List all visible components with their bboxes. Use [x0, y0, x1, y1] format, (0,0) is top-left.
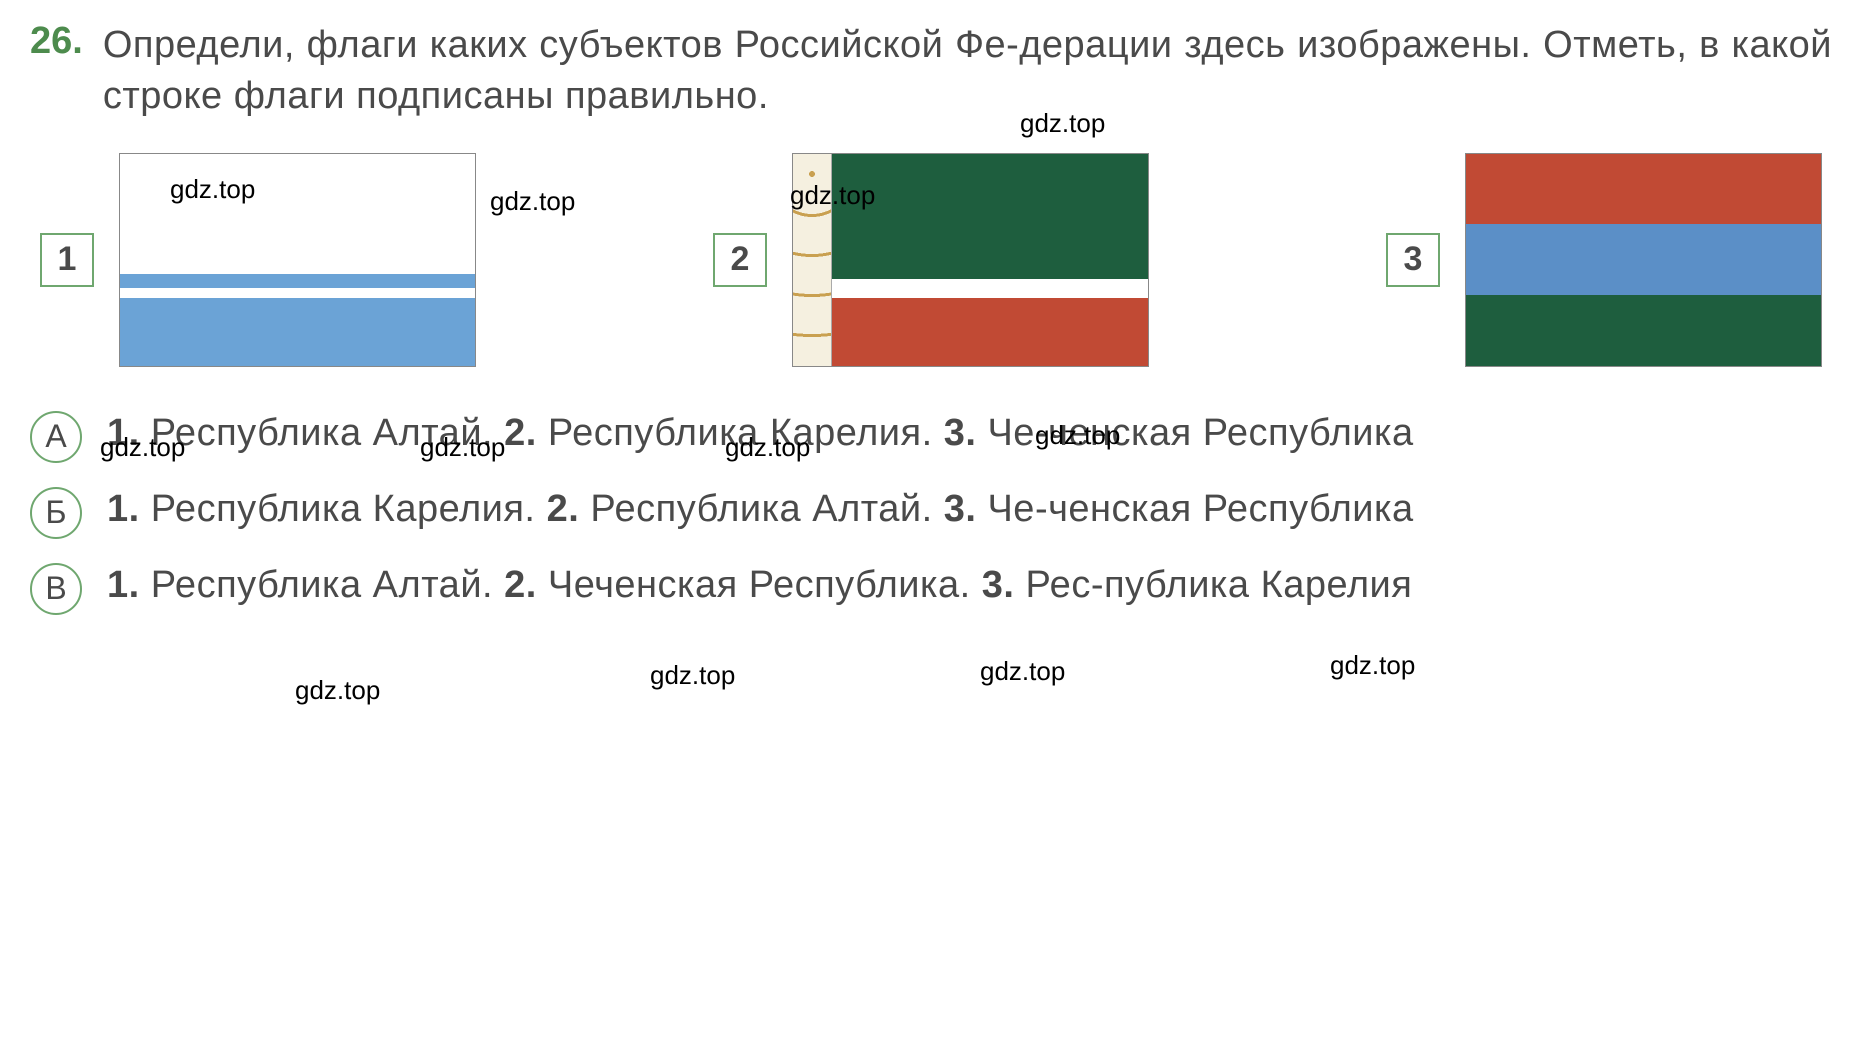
flag-number-1: 1 [40, 233, 94, 287]
question-number: 26. [30, 20, 83, 63]
option-b[interactable]: Б 1. Республика Карелия. 2. Республика А… [30, 483, 1832, 539]
option-a-t2: Республика Карелия. [537, 412, 944, 454]
option-a-num2: 2. [504, 412, 537, 454]
flag3-red [1466, 154, 1821, 225]
option-text-v: 1. Республика Алтай. 2. Чеченская Респуб… [107, 559, 1412, 612]
option-b-num3: 3. [944, 488, 977, 530]
flag-block-3: 3 [1386, 153, 1822, 367]
flag1-bottom-blue [120, 298, 475, 366]
question-row: 26. Определи, флаги каких субъектов Росс… [30, 20, 1832, 123]
option-a-num3: 3. [944, 412, 977, 454]
option-a-num1: 1. [107, 412, 140, 454]
flag-block-2: 2 [713, 153, 1149, 367]
option-text-a: 1. Республика Алтай. 2. Республика Карел… [107, 407, 1414, 460]
option-v-num3: 3. [982, 564, 1015, 606]
option-b-t1: Республика Карелия. [140, 488, 547, 530]
option-v-t3: Рес-публика Карелия [1014, 564, 1412, 606]
option-letter-b: Б [30, 487, 82, 539]
flag3-green [1466, 295, 1821, 366]
option-v-t1: Республика Алтай. [140, 564, 504, 606]
option-b-num2: 2. [547, 488, 580, 530]
watermark: gdz.top [295, 675, 380, 706]
option-b-num1: 1. [107, 488, 140, 530]
flag-chechnya [792, 153, 1149, 367]
option-text-b: 1. Республика Карелия. 2. Республика Алт… [107, 483, 1414, 536]
option-b-t2: Республика Алтай. [579, 488, 943, 530]
flag-karelia [1465, 153, 1822, 367]
options-list: А 1. Республика Алтай. 2. Республика Кар… [30, 407, 1832, 615]
flag2-red [832, 298, 1148, 365]
flag2-green [832, 154, 1148, 279]
option-a-t3: Че-ченская Республика [976, 412, 1413, 454]
option-letter-v: В [30, 563, 82, 615]
option-b-t3: Че-ченская Республика [976, 488, 1413, 530]
option-a-t1: Республика Алтай. [140, 412, 504, 454]
option-a[interactable]: А 1. Республика Алтай. 2. Республика Кар… [30, 407, 1832, 463]
watermark: gdz.top [1330, 650, 1415, 681]
flag1-thin-white [120, 288, 475, 298]
option-v-t2: Чеченская Республика. [537, 564, 982, 606]
question-text: Определи, флаги каких субъектов Российск… [103, 20, 1832, 123]
option-v-num1: 1. [107, 564, 140, 606]
flag2-ornament [793, 154, 832, 366]
option-v[interactable]: В 1. Республика Алтай. 2. Чеченская Респ… [30, 559, 1832, 615]
watermark: gdz.top [980, 656, 1065, 687]
page-root: 26. Определи, флаги каких субъектов Росс… [30, 20, 1832, 615]
flag3-blue [1466, 224, 1821, 295]
flags-row: 1 2 3 [30, 153, 1832, 367]
option-letter-a: А [30, 411, 82, 463]
flag-block-1: 1 [40, 153, 476, 367]
flag-altai [119, 153, 476, 367]
option-v-num2: 2. [504, 564, 537, 606]
flag2-stripes [832, 154, 1148, 366]
flag2-white [832, 279, 1148, 298]
watermark: gdz.top [650, 660, 735, 691]
flag-number-3: 3 [1386, 233, 1440, 287]
flag1-thin-blue [120, 274, 475, 288]
flag-number-2: 2 [713, 233, 767, 287]
